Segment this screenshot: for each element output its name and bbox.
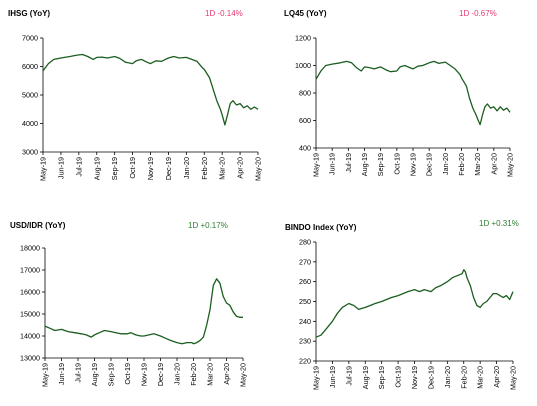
chart-title: USD/IDR (YoY): [10, 221, 66, 230]
x-tick-label: Nov-19: [409, 153, 418, 176]
chart-title: BINDO Index (YoY): [285, 223, 357, 232]
x-tick-label: Aug-19: [361, 366, 370, 389]
x-tick-label: Jun-19: [328, 366, 337, 388]
x-tick-label: Feb-20: [459, 366, 468, 389]
x-tick-label: Jul-19: [344, 366, 353, 386]
x-tick-label: May-20: [239, 363, 248, 387]
change-label: 1D -0.14%: [205, 9, 243, 18]
x-tick-label: Oct-19: [394, 366, 403, 388]
chart-title: LQ45 (YoY): [284, 9, 327, 18]
x-tick-label: Dec-19: [425, 153, 434, 176]
x-tick-label: Oct-19: [123, 363, 132, 385]
x-tick-label: Mar-20: [218, 157, 227, 180]
y-tick-label: 800: [299, 89, 311, 98]
x-tick-label: Mar-20: [473, 153, 482, 176]
x-tick-label: Jan-20: [173, 363, 182, 385]
x-tick-label: Jun-19: [57, 363, 66, 385]
y-tick-label: 400: [299, 144, 311, 153]
y-tick-label: 270: [299, 257, 311, 266]
chart-title: IHSG (YoY): [8, 9, 50, 18]
y-tick-label: 15000: [20, 310, 40, 319]
y-tick-label: 1000: [295, 61, 311, 70]
x-tick-label: Sep-19: [376, 153, 385, 176]
y-tick-label: 1200: [295, 34, 311, 43]
x-tick-label: Apr-20: [236, 157, 245, 179]
x-tick-label: Dec-19: [156, 363, 165, 386]
x-tick-label: Jan-20: [441, 153, 450, 175]
chart-panel-2: LQ45 (YoY) 1D -0.67% 400 600 800 1000 1200 May-…: [284, 9, 515, 177]
y-tick-label: 240: [299, 317, 311, 326]
x-tick-label: Feb-20: [457, 153, 466, 176]
x-tick-label: Aug-19: [90, 363, 99, 386]
y-tick-label: 230: [299, 337, 311, 346]
y-tick-label: 3000: [22, 148, 38, 157]
y-tick-label: 7000: [22, 34, 38, 43]
x-tick-label: Nov-19: [146, 157, 155, 180]
chart-panel-1: IHSG (YoY) 1D -0.14% 3000 4000 5000 6000 7000 M…: [8, 9, 263, 181]
series-line-1: [42, 53, 259, 126]
x-tick-label: May-19: [312, 153, 321, 177]
x-tick-label: Jul-19: [74, 157, 83, 177]
series-line-1: [315, 269, 514, 338]
x-tick-label: Jul-19: [74, 363, 83, 383]
y-tick-label: 14000: [20, 332, 40, 341]
x-tick-label: May-20: [254, 157, 263, 181]
x-tick-label: Nov-19: [140, 363, 149, 386]
x-tick-label: Sep-19: [107, 363, 116, 386]
y-tick-label: 17000: [20, 266, 40, 275]
y-tick-label: 220: [299, 357, 311, 366]
x-tick-label: May-20: [509, 366, 518, 390]
x-tick-label: May-19: [312, 366, 321, 390]
y-tick-label: 260: [299, 277, 311, 286]
x-tick-label: Nov-19: [410, 366, 419, 389]
x-tick-label: Jun-19: [328, 153, 337, 175]
x-tick-label: Feb-20: [200, 157, 209, 180]
y-tick-label: 18000: [20, 244, 40, 253]
x-tick-label: Jan-20: [443, 366, 452, 388]
x-tick-label: Dec-19: [426, 366, 435, 389]
y-tick-label: 600: [299, 116, 311, 125]
y-tick-label: 5000: [22, 91, 38, 100]
y-tick-label: 250: [299, 297, 311, 306]
x-tick-label: Apr-20: [489, 153, 498, 175]
change-label: 1D +0.17%: [188, 221, 228, 230]
series-line-1: [44, 278, 243, 345]
x-tick-label: May-20: [506, 153, 515, 177]
x-tick-label: Mar-20: [476, 366, 485, 389]
x-tick-label: Aug-19: [92, 157, 101, 180]
chart-panel-4: BINDO Index (YoY) 1D +0.31% 220 230 240 250 26…: [285, 219, 519, 390]
y-tick-label: 4000: [22, 119, 38, 128]
x-tick-label: Apr-20: [492, 366, 501, 388]
x-tick-label: Feb-20: [189, 363, 198, 386]
y-tick-label: 6000: [22, 62, 38, 71]
x-tick-label: Mar-20: [206, 363, 215, 386]
x-tick-label: Jul-19: [344, 153, 353, 173]
x-tick-label: Oct-19: [128, 157, 137, 179]
y-tick-label: 16000: [20, 288, 40, 297]
x-tick-label: Oct-19: [392, 153, 401, 175]
x-tick-label: Sep-19: [377, 366, 386, 389]
series-line-1: [315, 60, 511, 126]
chart-panel-3: USD/IDR (YoY) 1D +0.17% 13000 14000 15000 160…: [10, 221, 248, 387]
y-tick-label: 13000: [20, 354, 40, 363]
x-tick-label: Dec-19: [164, 157, 173, 180]
y-tick-label: 280: [299, 238, 311, 247]
x-tick-label: May-19: [39, 157, 48, 181]
x-tick-label: May-19: [41, 363, 50, 387]
x-tick-label: Sep-19: [110, 157, 119, 180]
change-label: 1D +0.31%: [479, 219, 519, 228]
x-tick-label: Jun-19: [56, 157, 65, 179]
x-tick-label: Aug-19: [360, 153, 369, 176]
x-tick-label: Apr-20: [222, 363, 231, 385]
change-label: 1D -0.67%: [459, 9, 497, 18]
x-tick-label: Jan-20: [182, 157, 191, 179]
